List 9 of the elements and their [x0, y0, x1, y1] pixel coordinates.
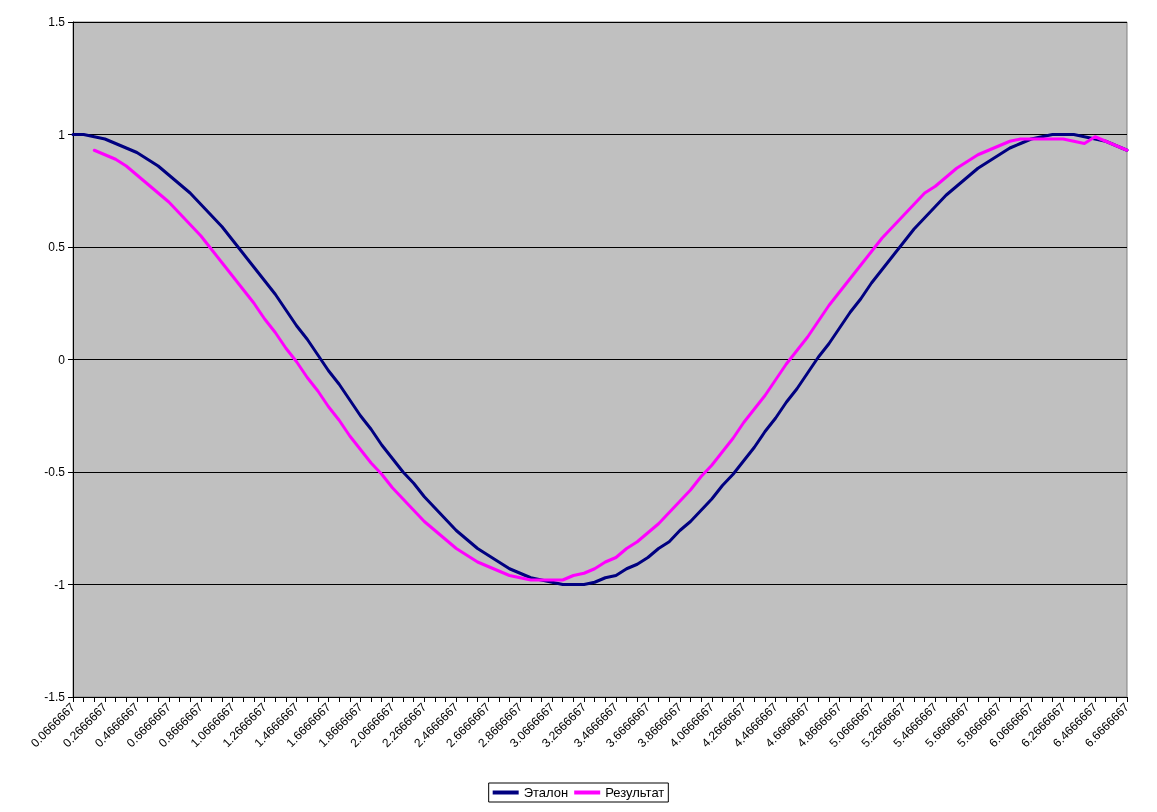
y-tick-label: -0.5: [44, 465, 66, 479]
y-tick-label: -1: [54, 577, 66, 592]
y-tick-label: 1.5: [48, 15, 66, 29]
y-tick-label: -1.5: [44, 690, 66, 704]
y-tick-label: 1: [58, 127, 66, 142]
legend-label: Результат: [605, 785, 665, 800]
y-tick-label: 0: [58, 352, 66, 367]
legend-label: Эталон: [523, 785, 569, 800]
y-tick-label: 0.5: [48, 240, 66, 254]
